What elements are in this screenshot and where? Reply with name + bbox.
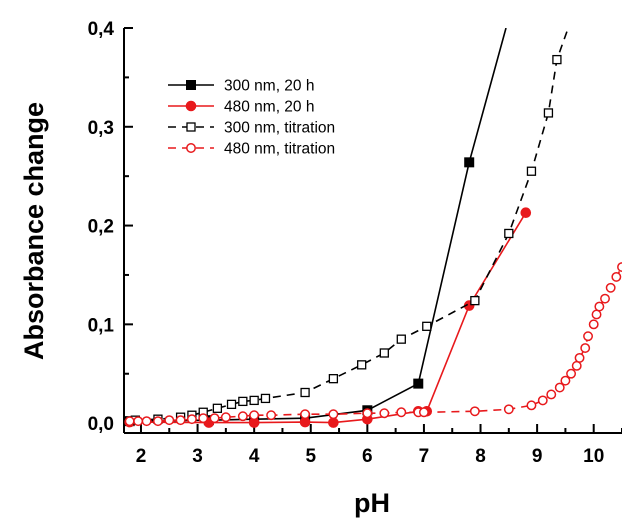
- data-point: [503, 404, 514, 415]
- data-point: [238, 396, 248, 407]
- data-point: [300, 387, 310, 398]
- x-tick-label: 9: [532, 446, 543, 467]
- x-tick-label: 2: [136, 446, 147, 467]
- y-tick-label: 0,3: [88, 118, 114, 139]
- legend-marker: [185, 100, 197, 112]
- legend-label: 300 nm, titration: [224, 120, 335, 137]
- x-tick-label: 8: [475, 446, 486, 467]
- data-point: [357, 360, 367, 370]
- data-point: [418, 407, 429, 418]
- data-point: [574, 352, 585, 363]
- x-tick-label: 4: [249, 446, 260, 467]
- series-line: [129, 212, 527, 424]
- data-point: [605, 282, 616, 293]
- data-point: [520, 207, 532, 219]
- legend-item: 300 nm, 20 h: [168, 78, 314, 95]
- data-point: [396, 334, 406, 344]
- legend-marker: [186, 122, 196, 132]
- data-point: [396, 407, 407, 418]
- data-point: [464, 157, 475, 168]
- data-point: [583, 331, 593, 342]
- data-point: [611, 271, 622, 282]
- data-point: [186, 414, 197, 425]
- data-point: [153, 416, 163, 427]
- data-point: [362, 408, 373, 419]
- legend-label: 300 nm, 20 h: [224, 78, 314, 95]
- data-point: [266, 410, 277, 421]
- data-point: [526, 400, 537, 411]
- legend: 300 nm, 20 h 480 nm, 20 h 300 nm, titratio…: [168, 78, 335, 158]
- data-point: [600, 293, 610, 304]
- legend-label: 480 nm, 20 h: [224, 99, 314, 116]
- series-line: [135, 28, 569, 421]
- y-tick-label: 0,4: [88, 19, 115, 40]
- data-point: [209, 413, 220, 424]
- data-point: [260, 393, 271, 404]
- data-point: [300, 409, 311, 420]
- data-point: [588, 319, 599, 330]
- x-tick-label: 5: [305, 446, 316, 467]
- data-point: [594, 301, 605, 312]
- data-point: [328, 374, 339, 384]
- legend-item: 300 nm, titration: [168, 120, 335, 137]
- data-point: [580, 343, 591, 353]
- data-point: [328, 417, 339, 428]
- data-point: [470, 295, 480, 306]
- data-point: [328, 409, 339, 420]
- legend-marker: [186, 80, 196, 90]
- data-point: [617, 262, 622, 272]
- data-point: [141, 416, 152, 427]
- series-layer: [124, 28, 622, 428]
- data-point: [220, 412, 231, 423]
- legend-item: 480 nm, titration: [168, 141, 335, 158]
- data-point: [226, 399, 237, 410]
- y-tick-label: 0,0: [88, 414, 114, 435]
- series-3: [130, 28, 569, 425]
- legend-label: 480 nm, titration: [224, 141, 335, 158]
- x-tick-label: 10: [583, 446, 604, 467]
- data-point: [552, 54, 562, 65]
- series-1: [124, 28, 507, 427]
- data-point: [526, 166, 537, 176]
- data-point: [249, 395, 259, 406]
- data-point: [537, 395, 548, 406]
- y-tick-label: 0,1: [88, 315, 115, 336]
- data-point: [560, 375, 571, 386]
- data-point: [249, 410, 260, 421]
- data-point: [175, 415, 186, 426]
- tick-labels: 2 3 4 5 6 7 8 9 10 0,0 0,1 0,2 0,3 0,4: [88, 19, 605, 467]
- y-tick-label: 0,2: [88, 217, 114, 238]
- data-point: [198, 413, 209, 424]
- data-point: [133, 416, 144, 427]
- data-point: [379, 408, 390, 419]
- legend-item: 480 nm, 20 h: [168, 99, 314, 116]
- data-point: [413, 378, 424, 389]
- data-point: [591, 309, 602, 320]
- data-point: [554, 382, 565, 393]
- data-point: [543, 108, 554, 118]
- legend-marker: [186, 143, 196, 153]
- data-point: [504, 228, 514, 239]
- data-point: [469, 406, 480, 417]
- data-point: [571, 360, 582, 371]
- x-tick-label: 3: [192, 446, 203, 467]
- data-point: [124, 416, 135, 427]
- axes: [123, 27, 622, 434]
- y-axis-label: Absorbance change: [19, 102, 49, 360]
- x-axis-label: pH: [354, 488, 390, 518]
- series-4: [124, 262, 622, 427]
- data-point: [164, 415, 175, 426]
- series-2: [124, 207, 532, 428]
- data-point: [422, 321, 432, 331]
- data-point: [379, 348, 389, 358]
- data-point: [237, 411, 248, 422]
- data-point: [546, 389, 557, 400]
- x-tick-label: 6: [362, 446, 373, 467]
- x-tick-label: 7: [419, 446, 430, 467]
- data-point: [566, 368, 577, 379]
- data-point: [212, 403, 223, 413]
